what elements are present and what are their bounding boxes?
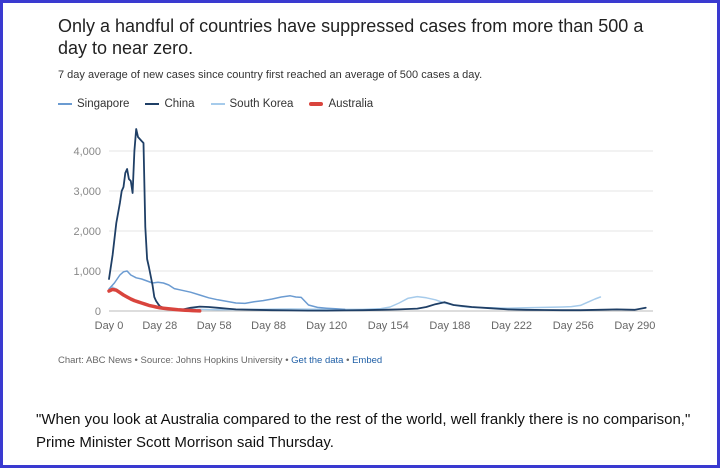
y-tick-label: 1,000 <box>73 266 101 278</box>
x-tick-label: Day 28 <box>142 320 177 332</box>
x-tick-label: Day 0 <box>95 320 124 332</box>
series-line-australia <box>107 287 202 313</box>
chart-card: Only a handful of countries have suppres… <box>9 3 673 395</box>
chart-subtitle: 7 day average of new cases since country… <box>58 69 483 81</box>
y-tick-label: 4,000 <box>73 146 101 158</box>
legend-item-south-korea[interactable]: South Korea <box>210 98 294 110</box>
legend-item-china[interactable]: China <box>145 98 195 110</box>
legend-swatch-china <box>145 103 160 105</box>
legend-item-australia[interactable]: Australia <box>309 98 373 110</box>
x-tick-label: Day 256 <box>553 320 594 332</box>
legend-label-south-korea: South Korea <box>229 98 294 110</box>
x-tick-label: Day 58 <box>197 320 232 332</box>
x-tick-label: Day 154 <box>368 320 409 332</box>
credit-text: Chart: ABC News • Source: Johns Hopkins … <box>58 355 292 366</box>
chart-title: Only a handful of countries have suppres… <box>58 16 644 58</box>
y-tick-label: 2,000 <box>73 226 101 238</box>
legend-label-china: China <box>164 98 195 110</box>
y-tick-label: 3,000 <box>73 186 101 198</box>
y-tick-label: 0 <box>95 306 101 318</box>
credit-separator: • <box>343 355 353 366</box>
line-chart: 0 1,000 2,000 3,000 4,000 Day 0 Day 28 Day 58 Da… <box>73 128 655 332</box>
get-the-data-link[interactable]: Get the data <box>291 355 344 366</box>
legend-swatch-south-korea <box>210 103 225 105</box>
series-line-singapore <box>108 270 346 311</box>
x-tick-label: Day 88 <box>251 320 286 332</box>
x-tick-label: Day 188 <box>429 320 470 332</box>
legend-label-singapore: Singapore <box>77 98 130 110</box>
chart-legend: Singapore China South Korea Australia <box>58 98 373 110</box>
legend-label-australia: Australia <box>328 98 374 110</box>
embed-link[interactable]: Embed <box>352 355 383 366</box>
x-tick-label: Day 120 <box>306 320 347 332</box>
x-tick-label: Day 222 <box>491 320 532 332</box>
series-line-china <box>108 128 647 312</box>
x-tick-label: Day 290 <box>614 320 655 332</box>
article-quote: "When you look at Australia compared to … <box>36 411 691 451</box>
legend-item-singapore[interactable]: Singapore <box>58 98 129 110</box>
legend-swatch-singapore <box>58 103 72 105</box>
legend-swatch-australia <box>309 102 324 106</box>
chart-credit: Chart: ABC News • Source: Johns Hopkins … <box>58 355 382 366</box>
